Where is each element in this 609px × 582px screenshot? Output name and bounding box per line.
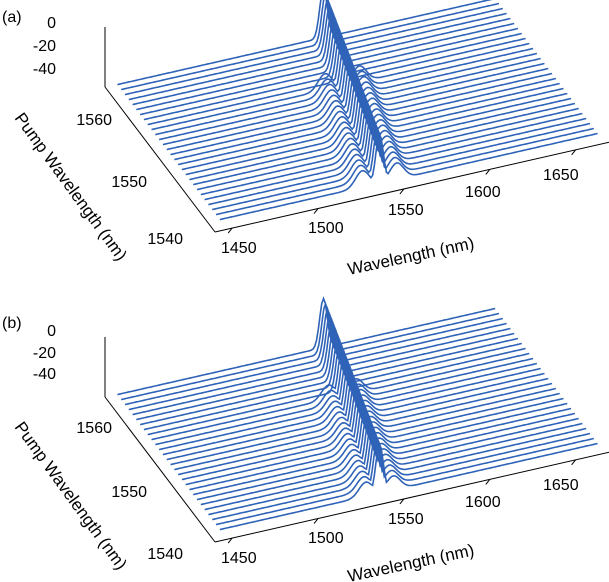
x-tick-a-0: 1450	[221, 240, 257, 257]
series-trace	[219, 441, 598, 531]
series-trace	[143, 333, 522, 431]
series-trace	[189, 398, 568, 491]
x-tick-a-4: 1650	[543, 167, 579, 184]
series-trace	[196, 409, 576, 501]
series-trace	[128, 312, 507, 411]
series-trace	[208, 425, 587, 516]
series-trace	[162, 50, 541, 146]
y-tick-a-2: 1560	[76, 112, 112, 129]
series-trace	[185, 83, 564, 176]
series-trace	[219, 131, 598, 221]
series-trace	[204, 110, 583, 201]
x-tick-mark	[399, 188, 405, 195]
panel-label-a: (a)	[2, 9, 22, 26]
x-tick-a-3: 1600	[465, 184, 501, 201]
series-trace	[185, 393, 564, 486]
x-tick-mark	[399, 498, 405, 505]
series-trace	[166, 366, 545, 461]
x-tick-b-2: 1550	[388, 511, 424, 528]
series-trace	[147, 339, 526, 436]
series-trace	[155, 350, 534, 446]
series-trace	[208, 115, 587, 206]
z-axis-a: 0 -20 -40	[33, 15, 56, 78]
series-trace	[162, 360, 541, 456]
series-trace	[128, 2, 507, 101]
panel-b: (b) 0 -20 -40 1540 1550 1560 Pump Wavele…	[2, 296, 609, 582]
series-trace	[151, 34, 530, 131]
series-trace	[143, 23, 522, 121]
x-tick-mark	[227, 537, 233, 544]
series-trace	[121, 0, 500, 91]
x-tick-mark	[313, 518, 319, 524]
series-trace	[151, 344, 530, 441]
x-tick-a-1: 1500	[308, 220, 344, 237]
x-axis-b: 1450 1500 1550 1600 1650 Wavelength (nm)	[221, 477, 579, 582]
series-trace	[136, 13, 515, 111]
series-trace	[117, 0, 493, 86]
series-trace	[212, 430, 591, 521]
z-tick-b-0: 0	[47, 323, 56, 340]
x-tick-a-2: 1550	[388, 202, 424, 219]
x-tick-mark	[571, 149, 577, 156]
series-trace	[166, 56, 545, 151]
panel-a: (a) 0 -20 -40 1540 1550 1560 Pump Wavele…	[2, 0, 609, 279]
y-axis-a: 1540 1550 1560 Pump Wavelength (nm)	[11, 109, 183, 264]
series-trace	[155, 40, 534, 136]
z-tick-a-1: -20	[33, 38, 56, 55]
z-tick-b-1: -20	[33, 345, 56, 362]
series-trace	[215, 436, 594, 526]
panel-label-b: (b)	[2, 315, 22, 332]
y-tick-b-1: 1550	[111, 484, 147, 501]
series-trace	[139, 18, 519, 116]
series-trace	[200, 104, 579, 196]
traces-a	[117, 0, 598, 221]
y-tick-b-2: 1560	[76, 420, 112, 437]
series-trace	[117, 296, 496, 396]
z-tick-a-2: -40	[33, 61, 56, 78]
z-tick-a-0: 0	[47, 15, 56, 32]
y-tick-a-0: 1540	[147, 231, 183, 248]
series-trace	[212, 120, 591, 211]
series-trace	[204, 420, 583, 511]
x-tick-b-3: 1600	[465, 494, 501, 511]
series-trace	[147, 29, 526, 126]
series-trace	[132, 7, 511, 106]
traces-b	[117, 296, 598, 531]
series-trace	[215, 126, 594, 216]
series-trace	[139, 328, 519, 426]
y-axis-line	[104, 396, 216, 543]
series-trace	[189, 88, 568, 181]
x-tick-mark	[485, 169, 491, 175]
x-tick-mark	[485, 479, 491, 485]
series-trace	[136, 323, 515, 421]
x-axis-line	[214, 451, 609, 543]
x-tick-mark	[313, 208, 319, 214]
series-trace	[124, 0, 503, 96]
series-trace	[196, 99, 576, 191]
y-tick-a-1: 1550	[111, 174, 147, 191]
y-axis-line	[104, 86, 216, 233]
series-trace	[132, 317, 511, 416]
series-trace	[193, 404, 572, 496]
x-tick-b-4: 1650	[543, 477, 579, 494]
x-axis-line	[214, 141, 609, 233]
series-trace	[193, 94, 572, 186]
x-tick-mark	[227, 227, 233, 234]
z-tick-b-2: -40	[33, 366, 56, 383]
x-axis-label-b: Wavelength (nm)	[346, 541, 476, 582]
series-trace	[170, 61, 549, 156]
x-tick-mark	[571, 459, 577, 466]
y-tick-b-0: 1540	[147, 546, 183, 563]
x-axis-label-a: Wavelength (nm)	[346, 234, 476, 279]
series-trace	[200, 414, 579, 506]
y-axis-b: 1540 1550 1560 Pump Wavelength (nm)	[11, 418, 183, 573]
series-trace	[124, 306, 503, 406]
series-trace	[121, 301, 500, 401]
x-tick-b-0: 1450	[221, 550, 257, 567]
x-tick-b-1: 1500	[308, 530, 344, 547]
z-axis-b: 0 -20 -40	[33, 323, 56, 383]
series-trace	[170, 371, 549, 466]
